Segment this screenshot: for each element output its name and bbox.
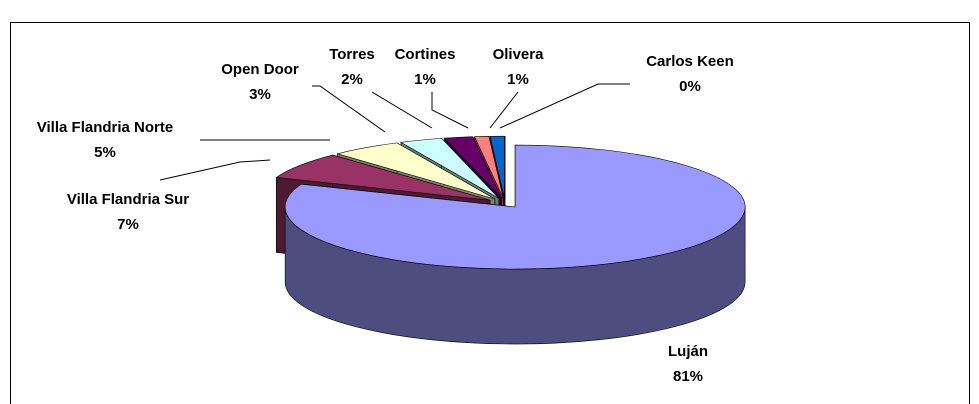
value-label: 1% <box>507 71 529 88</box>
leader-line <box>312 85 386 133</box>
category-label: Villa Flandria Norte <box>37 119 173 136</box>
slice-top <box>400 138 500 199</box>
slice-top <box>336 142 496 200</box>
leader-line <box>371 91 433 129</box>
value-label: 3% <box>249 86 271 103</box>
slice-top <box>443 136 502 199</box>
leader-line <box>489 91 519 129</box>
category-label: Carlos Keen <box>646 53 734 70</box>
leader-line <box>431 92 469 129</box>
category-label: Luján <box>668 343 708 360</box>
pie <box>275 135 746 345</box>
value-label: 2% <box>341 71 363 88</box>
value-label: 5% <box>94 144 116 161</box>
value-label: 7% <box>117 216 139 233</box>
leader-line <box>499 83 630 129</box>
slice-top <box>284 144 746 270</box>
leader-lines <box>159 83 630 181</box>
value-label: 0% <box>679 78 701 95</box>
category-label: Open Door <box>221 61 299 78</box>
leader-line <box>159 159 271 181</box>
slice-top <box>474 135 504 199</box>
slice-top <box>489 135 505 199</box>
category-label: Olivera <box>493 46 545 63</box>
category-label: Cortines <box>395 46 456 63</box>
category-label: Villa Flandria Sur <box>67 191 189 208</box>
labels: Luján 81% Villa Flandria Sur 7% Villa Flandr… <box>37 46 734 385</box>
slice-top <box>275 154 491 201</box>
slice <box>284 144 746 345</box>
category-label: Torres <box>329 46 375 63</box>
value-label: 1% <box>414 71 436 88</box>
value-label: 81% <box>673 368 703 385</box>
